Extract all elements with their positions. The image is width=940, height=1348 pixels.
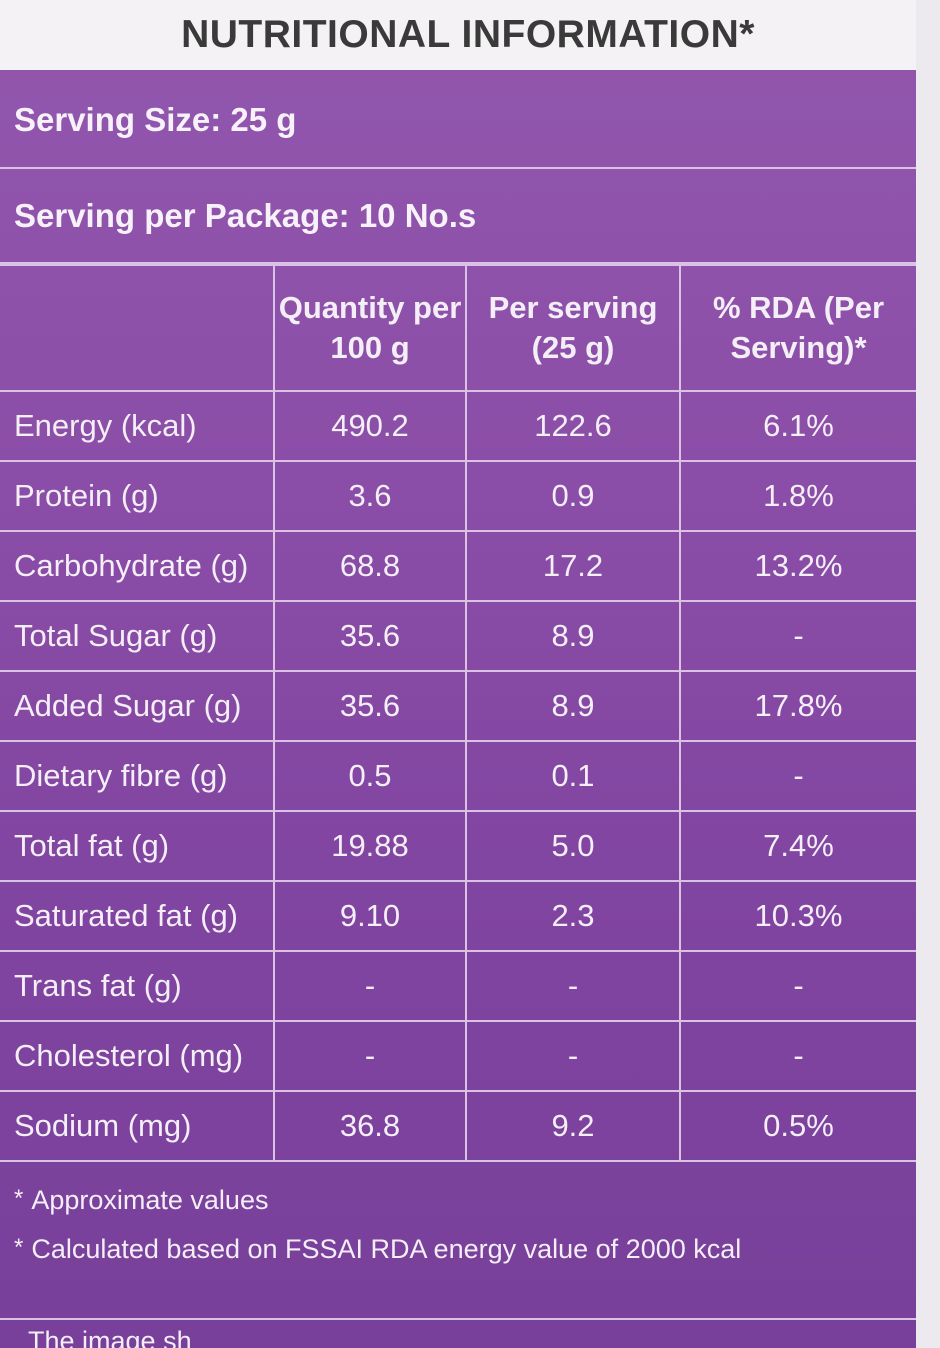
- footnote-text: Calculated based on FSSAI RDA energy val…: [31, 1234, 742, 1264]
- serving-per-package-row: Serving per Package: 10 No.s: [0, 169, 916, 264]
- nutrient-name: Trans fat (g): [0, 950, 275, 1022]
- per-serving-value: 2.3: [465, 880, 681, 952]
- table-row: Trans fat (g) - - -: [0, 950, 916, 1022]
- per-100g-value: 19.88: [273, 810, 467, 882]
- header-nutrient: [0, 264, 275, 392]
- nutrient-name: Added Sugar (g): [0, 670, 275, 742]
- nutrition-table: Quantity per 100 g Per serving (25 g) % …: [0, 264, 916, 1162]
- per-100g-value: 9.10: [273, 880, 467, 952]
- per-serving-value: -: [465, 1020, 681, 1092]
- bottom-divider: [0, 1318, 916, 1320]
- rda-value: 7.4%: [679, 810, 916, 882]
- per-100g-value: -: [273, 1020, 467, 1092]
- rda-value: 0.5%: [679, 1090, 916, 1162]
- footnote-rda: * Calculated based on FSSAI RDA energy v…: [14, 1234, 894, 1265]
- per-serving-value: 122.6: [465, 390, 681, 462]
- footnote-marker: *: [14, 1234, 24, 1261]
- per-100g-value: 36.8: [273, 1090, 467, 1162]
- nutrient-name: Carbohydrate (g): [0, 530, 275, 602]
- nutrient-name: Energy (kcal): [0, 390, 275, 462]
- nutrient-name: Saturated fat (g): [0, 880, 275, 952]
- table-row: Saturated fat (g) 9.10 2.3 10.3%: [0, 880, 916, 952]
- table-row: Protein (g) 3.6 0.9 1.8%: [0, 460, 916, 532]
- right-edge-strip: [916, 0, 940, 1348]
- table-row: Added Sugar (g) 35.6 8.9 17.8%: [0, 670, 916, 742]
- rda-value: 6.1%: [679, 390, 916, 462]
- per-serving-value: -: [465, 950, 681, 1022]
- per-100g-value: 35.6: [273, 670, 467, 742]
- footnote-approximate: * Approximate values: [14, 1185, 894, 1216]
- per-serving-value: 0.9: [465, 460, 681, 532]
- table-row: Energy (kcal) 490.2 122.6 6.1%: [0, 390, 916, 462]
- nutrient-name: Sodium (mg): [0, 1090, 275, 1162]
- rda-value: 17.8%: [679, 670, 916, 742]
- rda-value: -: [679, 950, 916, 1022]
- header-per-serving: Per serving (25 g): [465, 264, 681, 392]
- bottom-cut-text: The image sh: [28, 1326, 192, 1348]
- title-bar: NUTRITIONAL INFORMATION*: [0, 0, 916, 70]
- header-rda: % RDA (Per Serving)*: [679, 264, 916, 392]
- rda-value: 1.8%: [679, 460, 916, 532]
- per-serving-value: 5.0: [465, 810, 681, 882]
- nutrient-name: Protein (g): [0, 460, 275, 532]
- per-serving-value: 8.9: [465, 670, 681, 742]
- per-100g-value: 490.2: [273, 390, 467, 462]
- rda-value: -: [679, 600, 916, 672]
- nutrient-name: Total fat (g): [0, 810, 275, 882]
- nutrient-name: Cholesterol (mg): [0, 1020, 275, 1092]
- per-serving-value: 9.2: [465, 1090, 681, 1162]
- serving-size-row: Serving Size: 25 g: [0, 72, 916, 169]
- table-row: Total fat (g) 19.88 5.0 7.4%: [0, 810, 916, 882]
- per-100g-value: 0.5: [273, 740, 467, 812]
- per-100g-value: -: [273, 950, 467, 1022]
- per-serving-value: 8.9: [465, 600, 681, 672]
- nutrient-name: Total Sugar (g): [0, 600, 275, 672]
- serving-size-text: Serving Size: 25 g: [14, 100, 297, 138]
- per-serving-value: 17.2: [465, 530, 681, 602]
- rda-value: -: [679, 740, 916, 812]
- table-row: Carbohydrate (g) 68.8 17.2 13.2%: [0, 530, 916, 602]
- table-header-row: Quantity per 100 g Per serving (25 g) % …: [0, 264, 916, 392]
- footnote-marker: *: [14, 1185, 24, 1212]
- table-row: Cholesterol (mg) - - -: [0, 1020, 916, 1092]
- per-100g-value: 35.6: [273, 600, 467, 672]
- table-row: Total Sugar (g) 35.6 8.9 -: [0, 600, 916, 672]
- table-row: Sodium (mg) 36.8 9.2 0.5%: [0, 1090, 916, 1162]
- rda-value: 10.3%: [679, 880, 916, 952]
- serving-per-package-text: Serving per Package: 10 No.s: [14, 196, 477, 234]
- footnote-text: Approximate values: [31, 1185, 269, 1215]
- nutrient-name: Dietary fibre (g): [0, 740, 275, 812]
- footnotes: * Approximate values * Calculated based …: [14, 1185, 894, 1283]
- header-per-100g: Quantity per 100 g: [273, 264, 467, 392]
- per-100g-value: 68.8: [273, 530, 467, 602]
- per-serving-value: 0.1: [465, 740, 681, 812]
- page-title: NUTRITIONAL INFORMATION*: [181, 13, 755, 56]
- per-100g-value: 3.6: [273, 460, 467, 532]
- rda-value: 13.2%: [679, 530, 916, 602]
- rda-value: -: [679, 1020, 916, 1092]
- table-row: Dietary fibre (g) 0.5 0.1 -: [0, 740, 916, 812]
